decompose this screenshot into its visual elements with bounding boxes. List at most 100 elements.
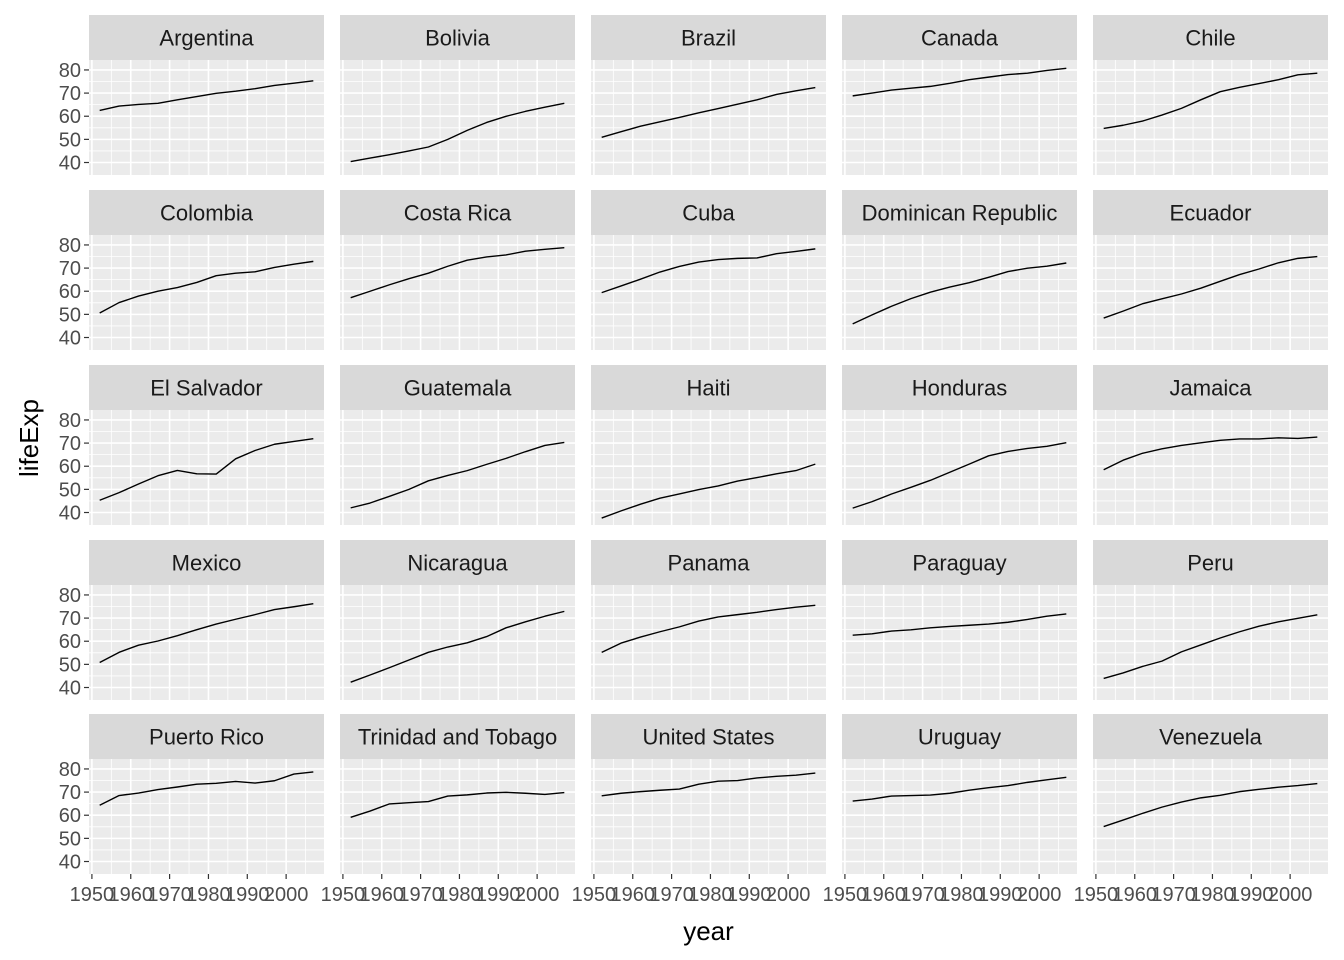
x-tick-label: 2000 (1268, 884, 1313, 906)
y-tick-label: 50 (59, 304, 81, 326)
y-tick-label: 40 (59, 678, 81, 700)
x-tick-label: 1970 (649, 884, 694, 906)
y-tick-label: 50 (59, 654, 81, 676)
facet-trinidad-and-tobago: Trinidad and Tobago (340, 714, 575, 874)
panel-background (591, 410, 826, 525)
panel-background (1093, 759, 1328, 874)
series-line (852, 67, 1067, 97)
series-line (1103, 782, 1318, 828)
strip-label: Trinidad and Tobago (358, 725, 557, 750)
strip-background (842, 365, 1077, 410)
strip-label: Venezuela (1159, 725, 1263, 750)
strip-label: Ecuador (1170, 201, 1252, 226)
strip-label: United States (642, 725, 774, 750)
panel-background (842, 235, 1077, 350)
strip-background (340, 190, 575, 235)
facet-honduras: Honduras (842, 365, 1077, 525)
series-line (99, 603, 314, 664)
series-line (852, 262, 1067, 325)
x-tick-label: 1990 (978, 884, 1023, 906)
y-axis-title: lifeExp (14, 399, 44, 477)
series-line (1103, 436, 1318, 471)
strip-label: Canada (921, 26, 999, 51)
strip-label: Puerto Rico (149, 725, 264, 750)
strip-background (842, 540, 1077, 585)
facet-mexico: Mexico (89, 540, 324, 700)
panel-background (842, 60, 1077, 175)
facet-colombia: Colombia (89, 190, 324, 350)
gridlines (842, 60, 1077, 175)
panel-background (1093, 585, 1328, 700)
x-tick-label: 2000 (264, 884, 309, 906)
axes: 4050607080405060708040506070804050607080… (59, 60, 1313, 906)
series-line (601, 248, 816, 294)
x-tick-label: 1960 (1113, 884, 1158, 906)
y-tick-label: 80 (59, 410, 81, 432)
y-tick-label: 60 (59, 281, 81, 303)
series-line (601, 86, 816, 138)
x-tick-label: 2000 (515, 884, 560, 906)
series-line (1103, 72, 1318, 130)
y-tick-label: 80 (59, 235, 81, 257)
facet-bolivia: Bolivia (340, 15, 575, 175)
gridlines (591, 410, 826, 525)
panel-background (340, 585, 575, 700)
y-tick-label: 60 (59, 456, 81, 478)
strip-background (1093, 365, 1328, 410)
x-axis-title: year (683, 916, 734, 946)
panel-background (340, 235, 575, 350)
x-tick-label: 1990 (476, 884, 521, 906)
panel-background (591, 235, 826, 350)
gridlines (340, 759, 575, 874)
strip-background (89, 190, 324, 235)
facet-costa-rica: Costa Rica (340, 190, 575, 350)
series-line (350, 441, 565, 509)
y-tick-label: 80 (59, 759, 81, 781)
panel-background (89, 60, 324, 175)
panel-background (89, 585, 324, 700)
facet-panels: Argentina Bolivia Brazil Canada Chile Colombi… (89, 15, 1328, 874)
strip-background (340, 15, 575, 60)
panel-background (89, 759, 324, 874)
facet-paraguay: Paraguay (842, 540, 1077, 700)
strip-label: Colombia (160, 201, 254, 226)
panel-background (842, 585, 1077, 700)
strip-label: Nicaragua (407, 551, 508, 576)
series-line (350, 791, 565, 818)
x-tick-label: 1980 (186, 884, 231, 906)
series-line (350, 247, 565, 299)
panel-background (340, 759, 575, 874)
series-line (99, 260, 314, 314)
facet-puerto-rico: Puerto Rico (89, 714, 324, 874)
x-tick-label: 2000 (1017, 884, 1062, 906)
y-tick-label: 50 (59, 479, 81, 501)
series-line (1103, 255, 1318, 319)
y-tick-label: 70 (59, 608, 81, 630)
strip-background (340, 540, 575, 585)
panel-background (591, 60, 826, 175)
facet-uruguay: Uruguay (842, 714, 1077, 874)
panel-background (842, 759, 1077, 874)
strip-label: Peru (1187, 551, 1233, 576)
strip-background (1093, 190, 1328, 235)
series-line (852, 441, 1067, 509)
series-line (852, 613, 1067, 636)
facet-ecuador: Ecuador (1093, 190, 1328, 350)
strip-background (591, 714, 826, 759)
facet-canada: Canada (842, 15, 1077, 175)
x-tick-label: 1950 (1074, 884, 1119, 906)
strip-label: Paraguay (912, 551, 1006, 576)
gridlines (842, 235, 1077, 350)
y-tick-label: 70 (59, 782, 81, 804)
facet-el-salvador: El Salvador (89, 365, 324, 525)
strip-background (842, 15, 1077, 60)
facet-guatemala: Guatemala (340, 365, 575, 525)
x-tick-label: 1960 (360, 884, 405, 906)
strip-background (591, 365, 826, 410)
y-tick-label: 50 (59, 129, 81, 151)
gridlines (1093, 410, 1328, 525)
